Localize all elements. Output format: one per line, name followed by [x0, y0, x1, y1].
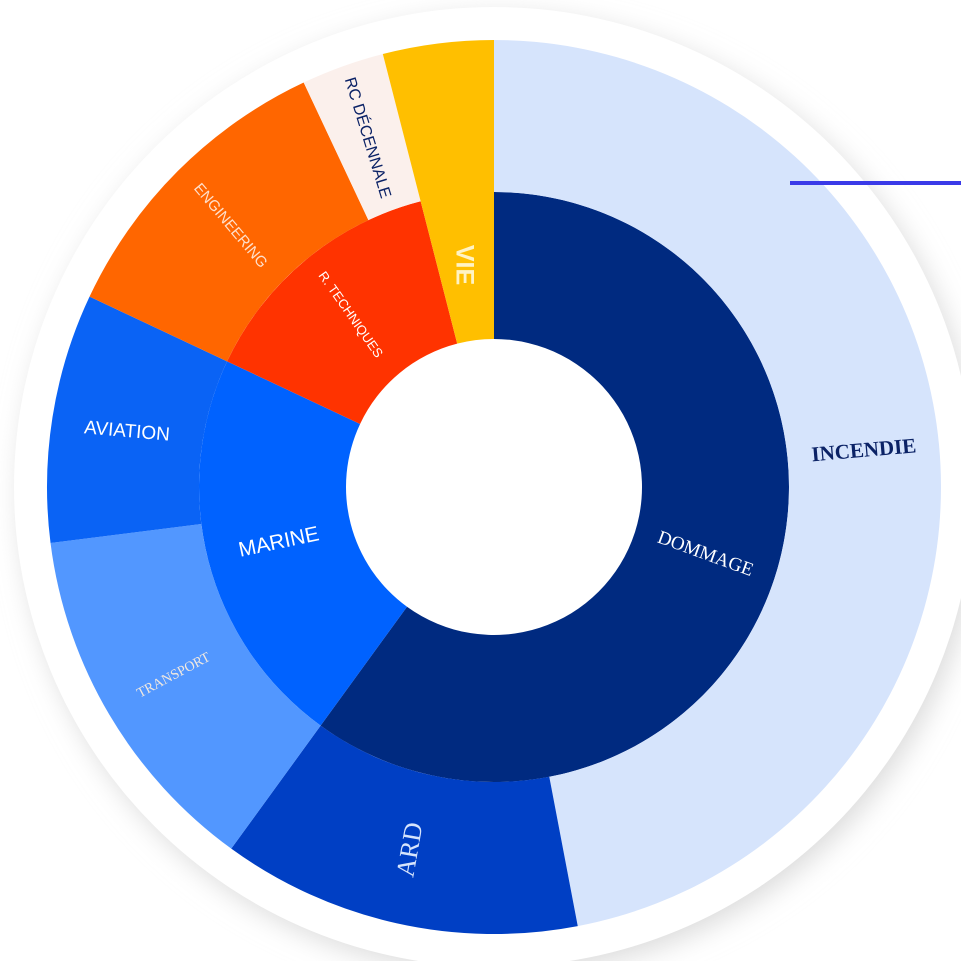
- segment-label: VIE: [450, 245, 478, 285]
- inner-segment: [199, 361, 408, 726]
- inner-segment: [320, 192, 789, 783]
- sunburst: [47, 40, 942, 934]
- outer-segment: [47, 296, 228, 544]
- outer-segment: [89, 82, 369, 362]
- outer-segment: [494, 40, 942, 927]
- outer-segment: [50, 523, 321, 849]
- outer-segment: [231, 725, 578, 934]
- outer-segment: [303, 54, 421, 221]
- inner-segment: [227, 201, 458, 424]
- leaf-segment: [382, 40, 494, 344]
